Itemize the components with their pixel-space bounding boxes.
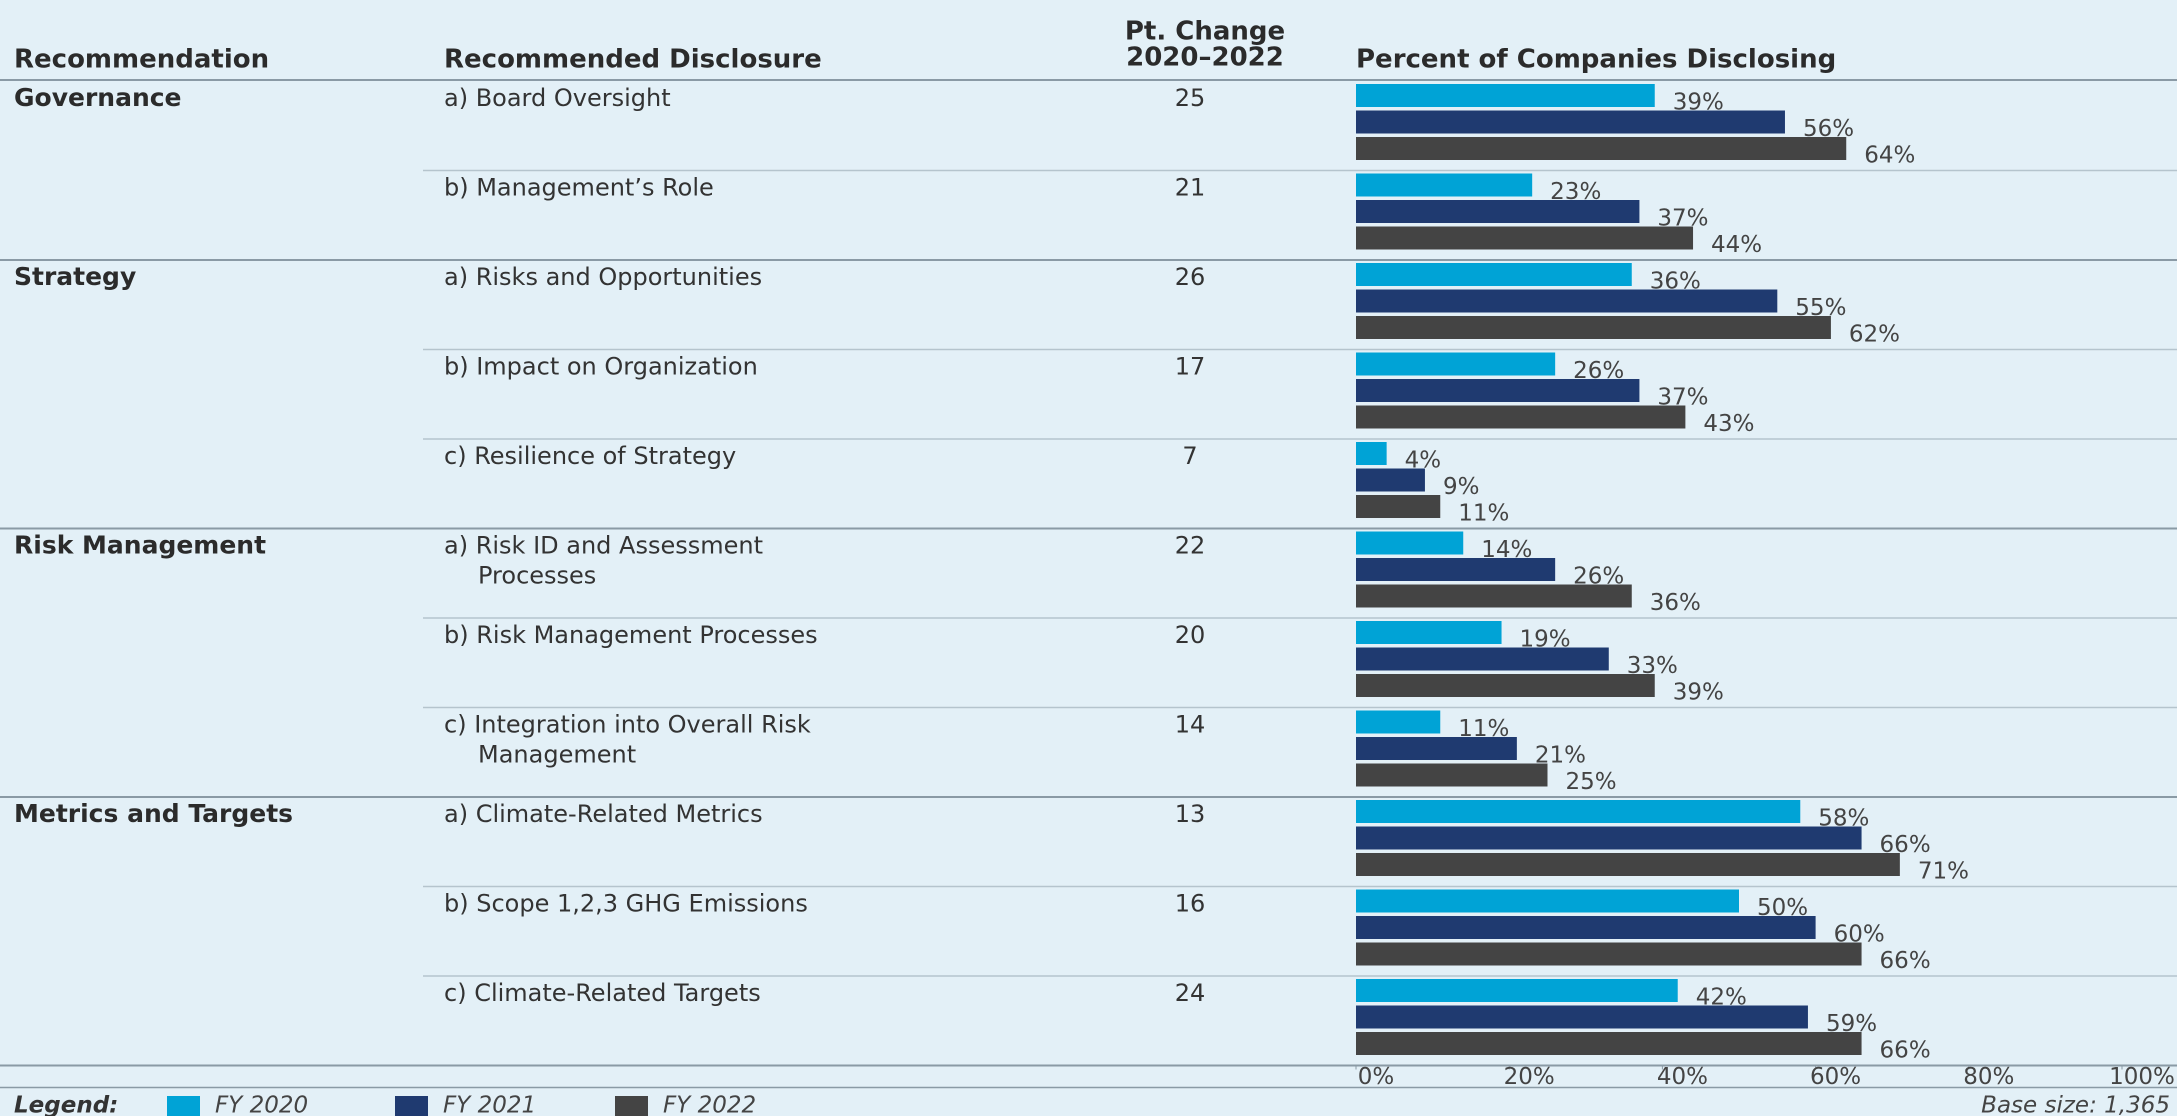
value-label: 11% [1458,501,1509,527]
value-label: 66% [1880,1038,1931,1064]
legend-swatch [615,1096,648,1116]
bar [1356,352,1556,376]
recommendation: Strategy [14,262,136,291]
legend-entry: FY 2021 [443,1093,536,1116]
recommendation: Governance [14,83,182,112]
bar [1356,916,1816,939]
disclosure: b) Scope 1,2,3 GHG Emissions [444,890,808,918]
legend-label: Legend: [14,1093,118,1116]
disclosure: a) Climate-Related Metrics [444,800,763,828]
base-size: Base size: 1,365 [1981,1093,2170,1116]
value-label: 36% [1650,590,1701,616]
bar [1356,289,1778,313]
bar [1356,1032,1862,1055]
bar [1356,379,1640,402]
bar [1356,889,1739,913]
legend-entry: FY 2022 [663,1093,756,1116]
value-label: 66% [1880,948,1931,974]
bar [1356,495,1441,518]
bar [1356,674,1655,697]
x-tick-label: 20% [1504,1064,1555,1090]
legend-swatch [167,1096,200,1116]
bar [1356,316,1831,339]
disclosure: a) Risk ID and Assessment [444,532,763,560]
bar [1356,110,1785,134]
value-label: 64% [1864,143,1915,169]
disclosure: b) Impact on Organization [444,353,758,381]
bar [1356,979,1678,1002]
bar [1356,531,1464,555]
pt-change: 13 [1175,800,1206,828]
value-label: 43% [1703,411,1754,437]
disclosure: Management [478,741,636,769]
bar [1356,1005,1808,1029]
pt-change: 26 [1175,263,1206,291]
bar [1356,584,1632,608]
disclosure: Processes [478,562,596,590]
header: Pt. Change [1125,17,1285,47]
bar [1356,405,1686,429]
bar [1356,710,1441,734]
header: Recommended Disclosure [444,45,822,75]
bar [1356,621,1502,644]
bar [1356,737,1517,760]
legend-entry: FY 2020 [215,1093,308,1116]
bar [1356,647,1609,671]
bar [1356,763,1548,787]
x-tick-label: 0% [1358,1064,1395,1090]
pt-change: 14 [1175,711,1206,739]
pt-change: 20 [1175,621,1206,649]
recommendation: Metrics and Targets [14,799,293,828]
disclosure: c) Integration into Overall Risk [444,711,811,739]
value-label: 62% [1849,322,1900,348]
pt-change: 17 [1175,353,1206,381]
pt-change: 25 [1175,84,1206,112]
disclosure: a) Risks and Opportunities [444,263,762,291]
header: 2020–2022 [1126,43,1284,73]
bar [1356,942,1862,966]
bar [1356,853,1900,876]
disclosure: b) Management’s Role [444,174,714,202]
disclosure: c) Climate-Related Targets [444,979,761,1007]
value-label: 9% [1443,474,1480,500]
bar [1356,84,1655,107]
x-tick-label: 100% [2109,1064,2175,1090]
disclosure: a) Board Oversight [444,84,671,112]
bar [1356,200,1640,223]
bar [1356,826,1862,850]
x-tick-label: 60% [1810,1064,1861,1090]
legend-swatch [395,1096,428,1116]
value-label: 39% [1673,680,1724,706]
pt-change: 22 [1175,532,1206,560]
value-label: 71% [1918,859,1969,885]
bar [1356,800,1801,823]
disclosure: b) Risk Management Processes [444,621,818,649]
bar [1356,442,1387,465]
header: Recommendation [14,45,269,75]
header: Percent of Companies Disclosing [1356,45,1836,75]
recommendation: Risk Management [14,531,266,560]
bar [1356,226,1694,250]
bar [1356,468,1425,492]
bar [1356,558,1556,581]
pt-change: 16 [1175,890,1206,918]
x-tick-label: 80% [1963,1064,2014,1090]
bar [1356,263,1632,286]
value-label: 44% [1711,232,1762,258]
pt-change: 24 [1175,979,1206,1007]
x-tick-label: 40% [1657,1064,1708,1090]
bar [1356,173,1533,197]
value-label: 25% [1566,769,1617,795]
pt-change: 7 [1182,442,1197,470]
pt-change: 21 [1175,174,1206,202]
bar [1356,137,1847,160]
disclosure: c) Resilience of Strategy [444,442,736,470]
